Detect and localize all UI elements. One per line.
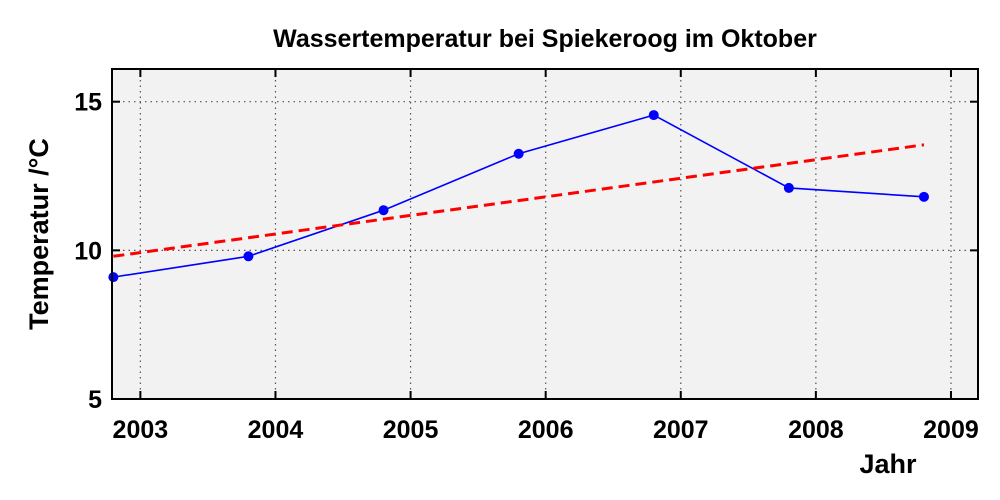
x-tick-label: 2003 <box>113 416 169 444</box>
x-tick-label: 2006 <box>518 416 574 444</box>
y-tick-label: 15 <box>74 89 102 117</box>
x-tick-label: 2005 <box>383 416 439 444</box>
x-axis-label: Jahr <box>859 449 917 479</box>
y-axis-ticks: 5 10 15 <box>74 89 978 414</box>
y-axis-label: Temperatur /°C <box>24 138 54 330</box>
grid <box>112 69 978 399</box>
data-point <box>513 148 524 159</box>
x-tick-label: 2008 <box>788 416 844 444</box>
x-tick-label: 2004 <box>248 416 304 444</box>
data-point <box>648 110 659 121</box>
data-point <box>783 182 794 193</box>
plot-area <box>112 69 978 399</box>
y-tick-label: 10 <box>74 237 102 265</box>
data-series <box>108 110 929 283</box>
data-point <box>243 251 254 262</box>
data-point <box>378 205 389 216</box>
chart-title: Wassertemperatur bei Spiekeroog im Oktob… <box>273 25 817 53</box>
trend-line <box>113 143 925 258</box>
x-axis-ticks: 2003 2004 2005 2006 2007 2008 2009 <box>113 69 979 444</box>
x-tick-label: 2009 <box>923 416 979 444</box>
data-point <box>108 272 119 283</box>
x-tick-label: 2007 <box>653 416 709 444</box>
data-point <box>918 191 929 202</box>
y-tick-label: 5 <box>88 386 102 414</box>
